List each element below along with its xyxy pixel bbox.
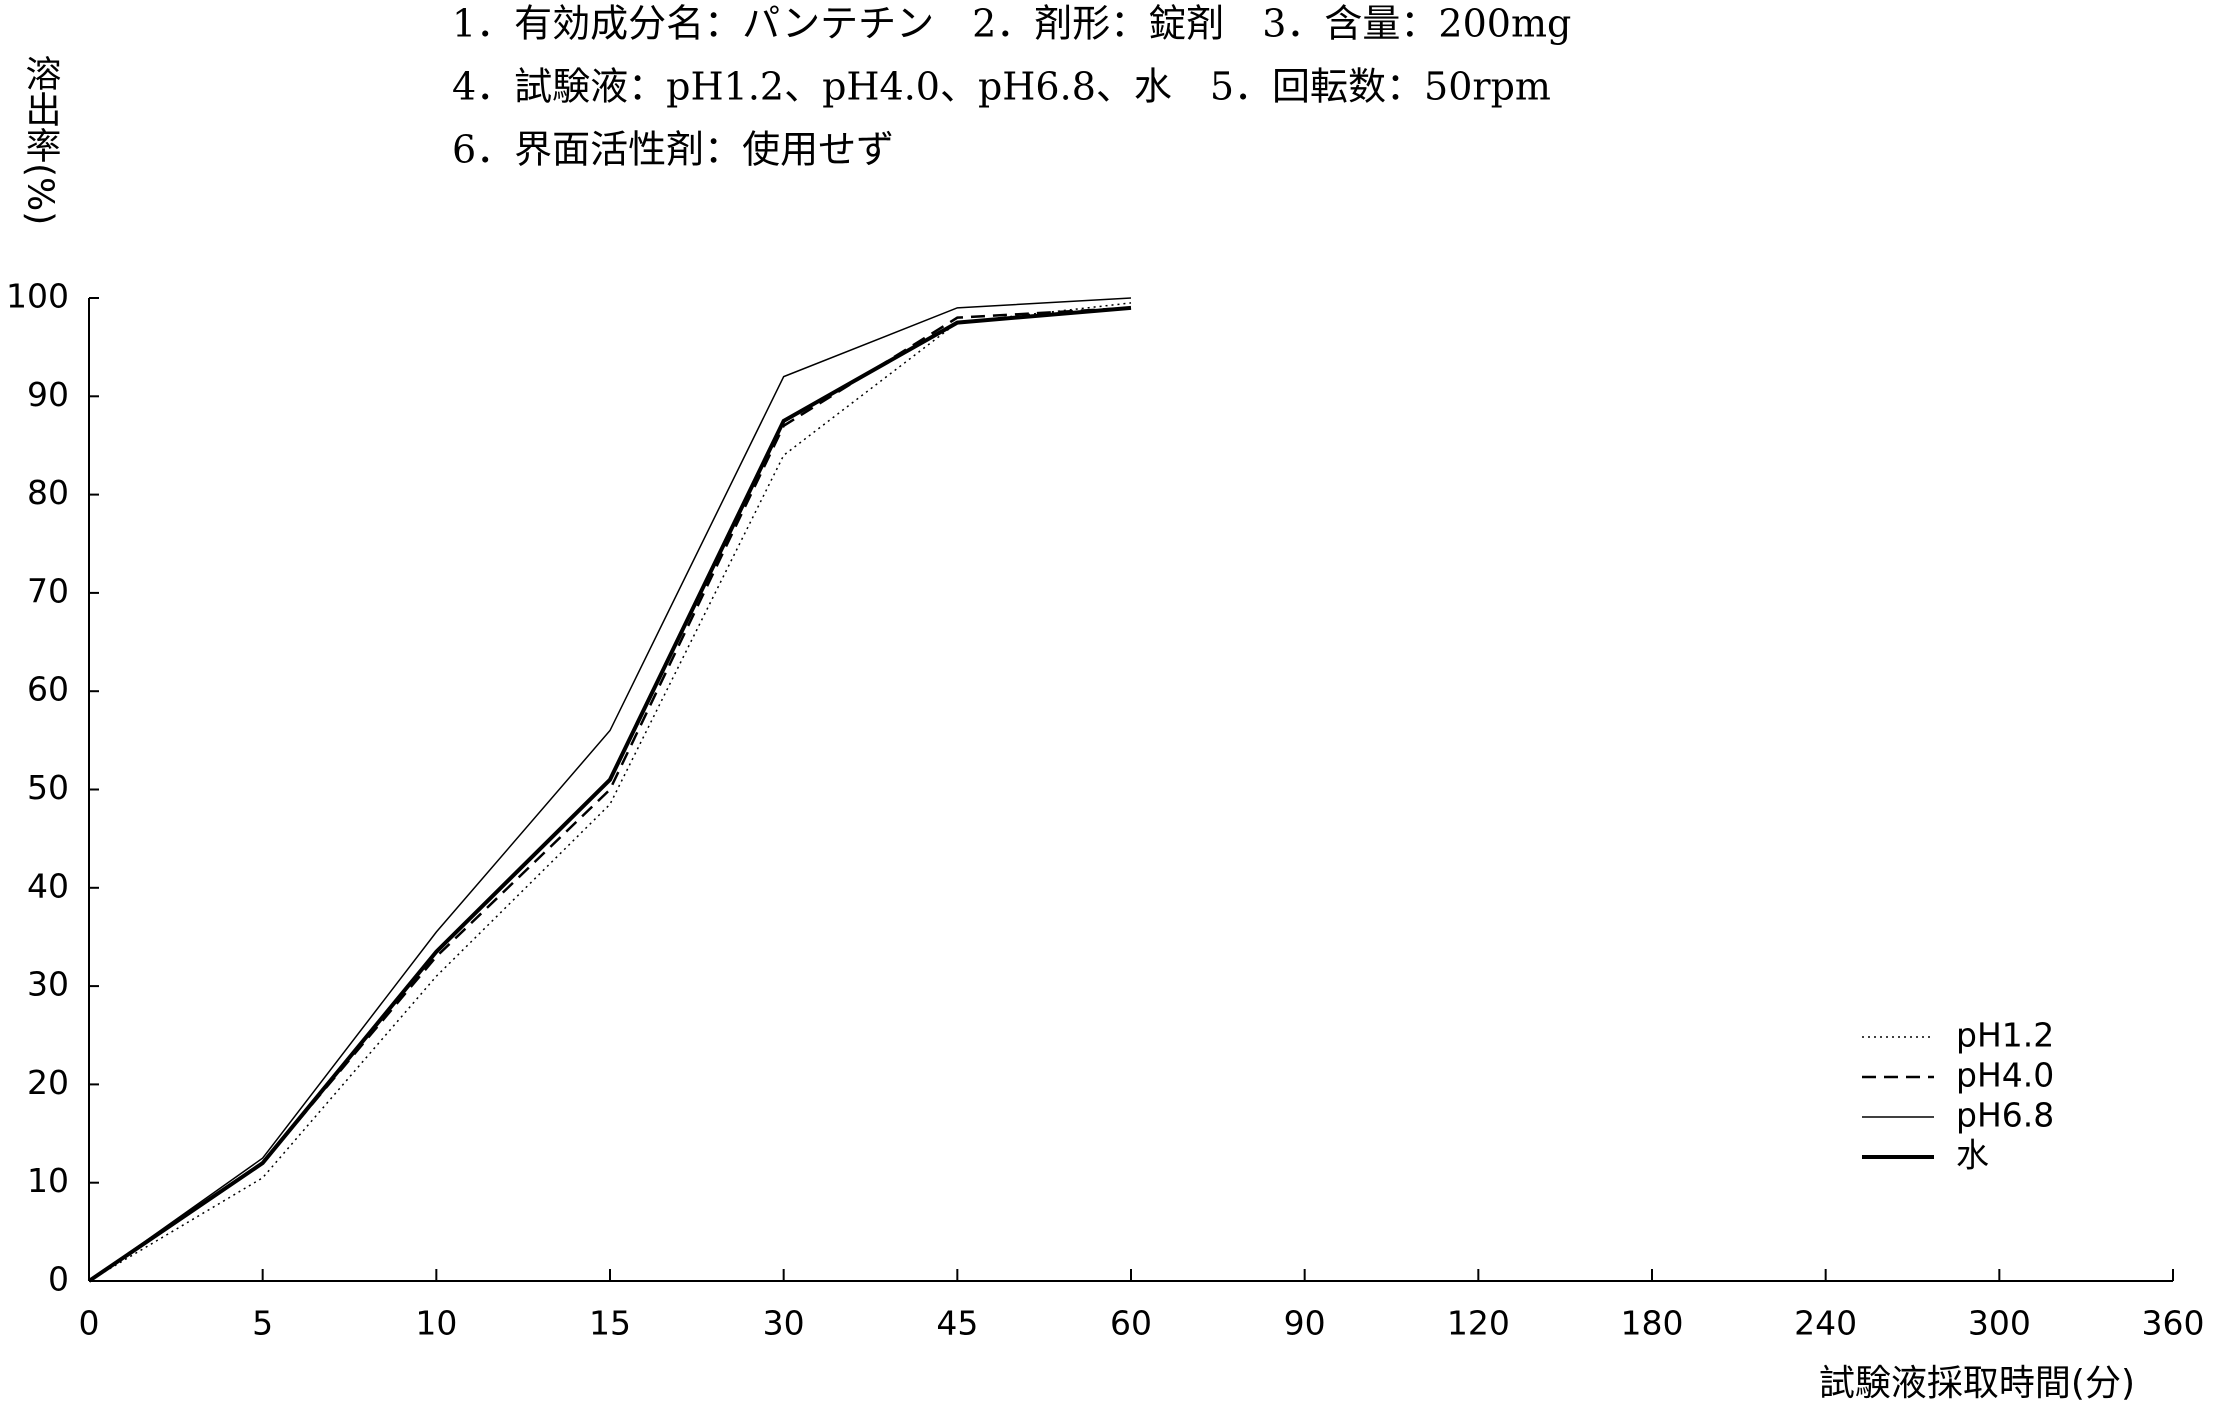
x-tick-label: 15 — [589, 1304, 631, 1343]
header-line: 6．界面活性剤：使用せず — [452, 128, 894, 172]
y-tick-label: 0 — [48, 1260, 69, 1299]
y-tick-label: 90 — [27, 375, 69, 414]
series-line — [87, 305, 1132, 1283]
x-tick-label: 30 — [763, 1304, 805, 1343]
x-tick-label: 90 — [1284, 1304, 1326, 1343]
header-line: 4．試験液：pH1.2、pH4.0、pH6.8、水 5．回転数：50rpm — [452, 65, 1551, 109]
header-line: 1．有効成分名：パンテチン 2．剤形：錠剤 3．含量：200mg — [452, 2, 1571, 46]
x-axis-label: 試験液採取時間(分) — [1819, 1363, 2135, 1404]
x-tick-label: 5 — [252, 1304, 273, 1343]
y-tick-label: 40 — [27, 866, 69, 905]
y-tick-label: 100 — [6, 277, 69, 316]
legend-label: 水 — [1956, 1136, 1989, 1175]
x-tick-label: 60 — [1110, 1304, 1152, 1343]
x-tick-label: 240 — [1794, 1304, 1857, 1343]
y-tick-label: 30 — [27, 965, 69, 1004]
x-tick-label: 10 — [415, 1304, 457, 1343]
x-tick-label: 45 — [936, 1304, 978, 1343]
x-tick-label: 300 — [1968, 1304, 2031, 1343]
x-tick-label: 180 — [1621, 1304, 1684, 1343]
x-tick-label: 0 — [79, 1304, 100, 1343]
series-line — [88, 306, 1132, 1283]
y-tick-label: 70 — [27, 571, 69, 610]
y-tick-label: 20 — [27, 1063, 69, 1102]
x-tick-label: 360 — [2142, 1304, 2205, 1343]
legend-label: pH1.2 — [1956, 1016, 2054, 1055]
y-tick-label: 60 — [27, 670, 69, 709]
legend-label: pH6.8 — [1956, 1096, 2054, 1135]
y-axis-label: 溶出率(%) — [20, 55, 61, 226]
series-line — [88, 297, 1132, 1282]
y-tick-label: 10 — [27, 1161, 69, 1200]
series-line — [88, 302, 1132, 1282]
x-tick-label: 120 — [1447, 1304, 1510, 1343]
legend-label: pH4.0 — [1956, 1056, 2054, 1095]
y-tick-label: 80 — [27, 473, 69, 512]
y-tick-label: 50 — [27, 768, 69, 807]
